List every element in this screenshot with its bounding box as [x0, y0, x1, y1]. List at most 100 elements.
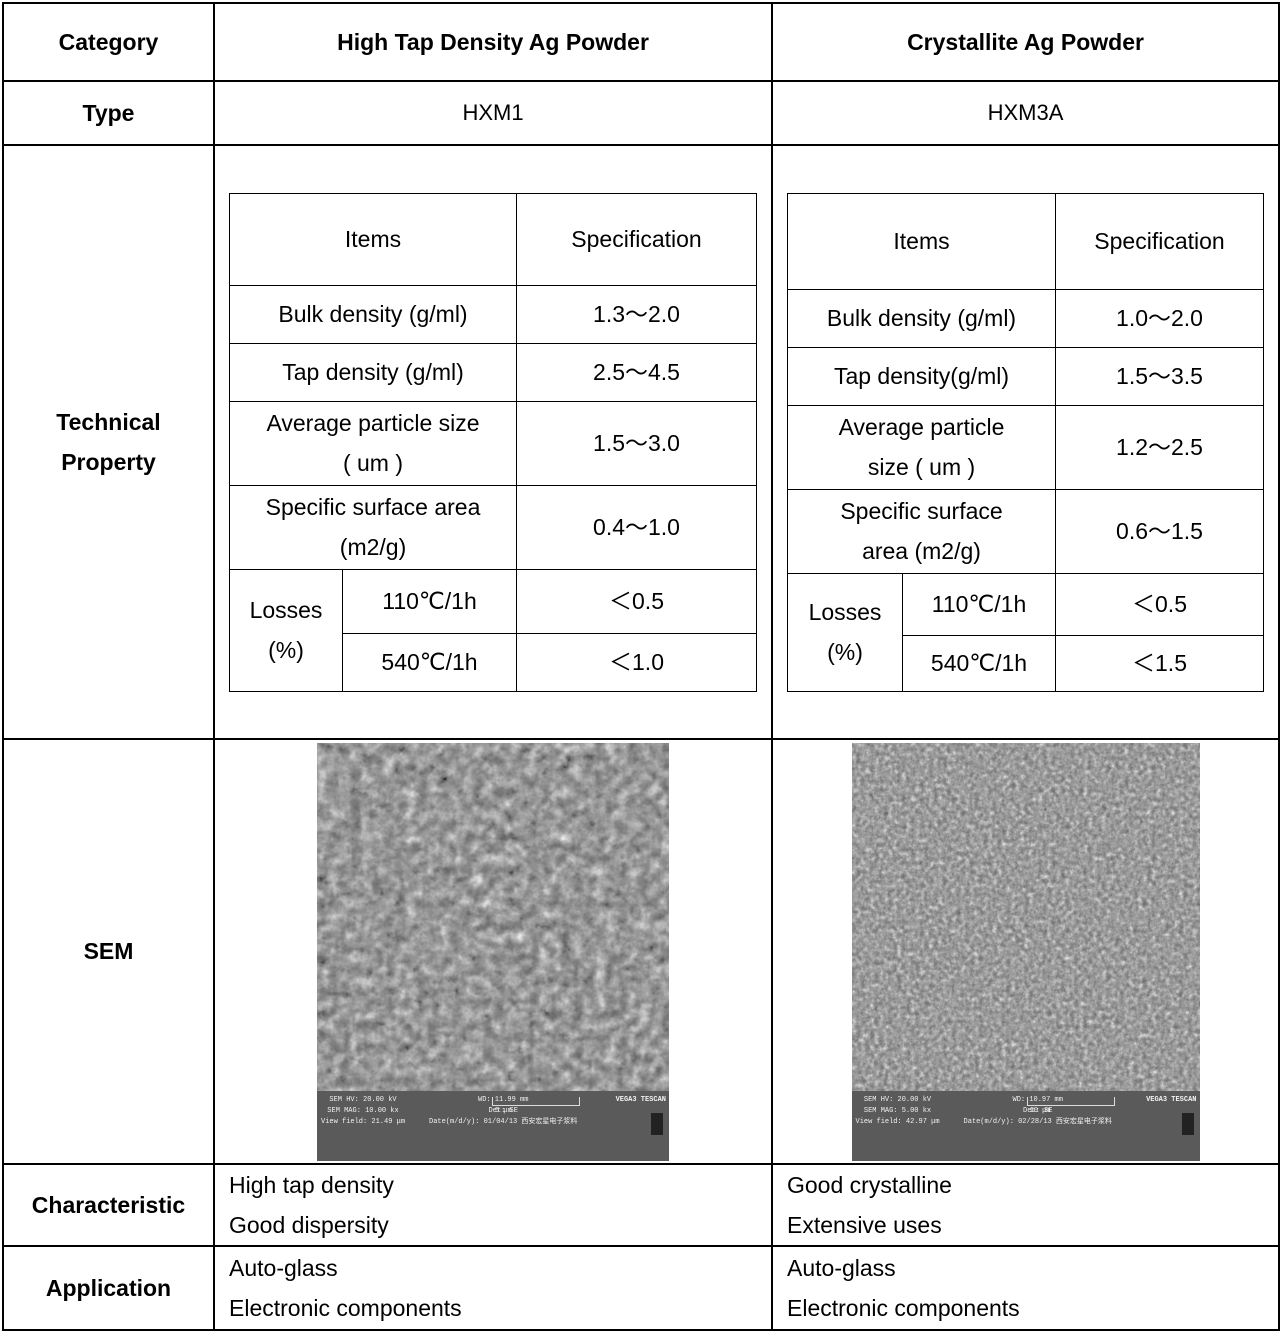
losses-line1: Losses [808, 599, 882, 625]
sem-mag: SEM MAG: 10.00 kx [327, 1106, 399, 1115]
type-value-col2: HXM3A [771, 80, 1280, 146]
sem-info-bar: SEM HV: 20.00 kV SEM MAG: 5.00 kx View f… [851, 1090, 1200, 1161]
sem-cell-col2: SEM HV: 20.00 kV SEM MAG: 5.00 kx View f… [771, 738, 1280, 1165]
loss-value-110: ＜0.5 [516, 568, 757, 634]
type-row: Type HXM1 HXM3A [2, 80, 1280, 146]
bulk-density-label: Bulk density (g/ml) [786, 288, 1057, 348]
application-row: Application Auto-glass Electronic compon… [2, 1245, 1280, 1331]
items-header: Items [786, 192, 1057, 290]
sem-particle-texture [317, 742, 669, 1091]
specific-surface-area-value: 0.4～1.0 [516, 484, 757, 570]
losses-line1: Losses [249, 597, 323, 623]
specification-header: Specification [1055, 192, 1264, 290]
sem-date: Date(m/d/y): 01/04/13 西安宏星电子浆料 [429, 1117, 578, 1126]
type-value-col1: HXM1 [213, 80, 773, 146]
average-particle-size-value: 1.5～3.0 [516, 400, 757, 486]
spec-table-col1: Items Specification Bulk density (g/ml) … [228, 192, 757, 692]
aps-line2: size ( um ) [867, 454, 976, 480]
items-header: Items [228, 192, 518, 286]
bulk-density-value: 1.3～2.0 [516, 284, 757, 344]
sem-row: SEM [2, 738, 1280, 1165]
bulk-density-value: 1.0～2.0 [1055, 288, 1264, 348]
characteristic-col1-line2: Good dispersity [229, 1212, 389, 1238]
application-col2: Auto-glass Electronic components [771, 1245, 1280, 1331]
application-col2-line1: Auto-glass [787, 1255, 896, 1281]
loss-condition-110: 110℃/1h [901, 572, 1057, 636]
loss-value-540: ＜1.5 [1055, 634, 1264, 692]
characteristic-col2-line1: Good crystalline [787, 1172, 952, 1198]
column-header-crystallite: Crystallite Ag Powder [771, 2, 1280, 82]
characteristic-col2-line2: Extensive uses [787, 1212, 942, 1238]
aps-line1: Average particle size [266, 410, 480, 436]
sem-date: Date(m/d/y): 02/28/13 西安宏星电子浆料 [963, 1117, 1112, 1126]
sem-mag: SEM MAG: 5.00 kx [863, 1106, 932, 1115]
tap-density-label: Tap density(g/ml) [786, 346, 1057, 406]
sem-label: SEM [2, 738, 215, 1165]
losses-line2: (%) [268, 637, 304, 663]
sem-hv: SEM HV: 20.00 kV [863, 1095, 932, 1104]
sem-scale-bar [492, 1096, 580, 1106]
aps-line1: Average particle [838, 414, 1005, 440]
sem-scale-bar [1026, 1096, 1115, 1106]
sem-hv: SEM HV: 20.00 kV [329, 1095, 397, 1104]
tap-density-value: 1.5～3.5 [1055, 346, 1264, 406]
sem-brand: VEGA3 TESCAN [1146, 1095, 1197, 1104]
loss-condition-110: 110℃/1h [341, 568, 518, 634]
losses-line2: (%) [827, 639, 863, 665]
loss-condition-540: 540℃/1h [901, 634, 1057, 692]
losses-label: Losses (%) [229, 568, 343, 692]
technical-spec-col1: Items Specification Bulk density (g/ml) … [213, 144, 773, 740]
technical-property-label: Technical Property [2, 144, 215, 740]
sem-view-field: View field: 21.49 μm [321, 1117, 406, 1126]
application-col1: Auto-glass Electronic components [213, 1245, 773, 1331]
application-col1-line2: Electronic components [229, 1295, 462, 1321]
technical-property-row: Technical Property Items Specification [2, 144, 1280, 740]
column-header-high-tap-density: High Tap Density Ag Powder [213, 2, 773, 82]
bulk-density-label: Bulk density (g/ml) [228, 284, 518, 344]
sem-scale-label: 10 μm [1029, 1106, 1051, 1115]
tap-density-label: Tap density (g/ml) [228, 342, 518, 402]
characteristic-label: Characteristic [2, 1163, 215, 1247]
ssa-line2: (m2/g) [339, 534, 407, 560]
spec-table-col2: Items Specification Bulk density (g/ml) … [786, 192, 1264, 692]
sem-det: Det: SE [488, 1106, 518, 1115]
tescan-logo-icon [651, 1112, 663, 1135]
characteristic-col1: High tap density Good dispersity [213, 1163, 773, 1247]
sem-det: Det: SE [1023, 1106, 1053, 1115]
tescan-logo-icon [1181, 1112, 1194, 1135]
ssa-line1: Specific surface area [265, 494, 481, 520]
tap-density-value: 2.5～4.5 [516, 342, 757, 402]
loss-value-110: ＜0.5 [1055, 572, 1264, 636]
specific-surface-area-label: Specific surface area (m2/g) [228, 484, 518, 570]
losses-label: Losses (%) [787, 572, 903, 692]
aps-line2: ( um ) [342, 450, 404, 476]
application-col1-line1: Auto-glass [229, 1255, 338, 1281]
technical-label-line2: Property [61, 449, 156, 475]
average-particle-size-label: Average particle size ( um ) [228, 400, 518, 486]
ssa-line1: Specific surface [840, 498, 1003, 524]
sem-brand: VEGA3 TESCAN [615, 1095, 666, 1104]
type-label: Type [2, 80, 215, 146]
specific-surface-area-label: Specific surface area (m2/g) [786, 488, 1057, 574]
application-label: Application [2, 1245, 215, 1331]
ssa-line2: area (m2/g) [862, 538, 981, 564]
specification-header: Specification [516, 192, 757, 286]
sem-image-hxm3a: SEM HV: 20.00 kV SEM MAG: 5.00 kx View f… [851, 742, 1200, 1161]
technical-spec-col2: Items Specification Bulk density (g/ml) … [771, 144, 1280, 740]
average-particle-size-value: 1.2～2.5 [1055, 404, 1264, 490]
characteristic-row: Characteristic High tap density Good dis… [2, 1163, 1280, 1247]
sem-info-bar: SEM HV: 20.00 kV SEM MAG: 10.00 kx View … [317, 1090, 669, 1161]
sem-particle-texture [851, 742, 1200, 1091]
average-particle-size-label: Average particle size ( um ) [786, 404, 1057, 490]
sem-wd: WD: 11.99 mm [478, 1095, 529, 1104]
loss-condition-540: 540℃/1h [341, 632, 518, 692]
application-col2-line2: Electronic components [787, 1295, 1020, 1321]
technical-label-line1: Technical [56, 409, 161, 435]
header-row: Category High Tap Density Ag Powder Crys… [2, 2, 1280, 82]
sem-scale-label: 5 μm [495, 1106, 512, 1115]
loss-value-540: ＜1.0 [516, 632, 757, 692]
sem-image-hxm1: SEM HV: 20.00 kV SEM MAG: 10.00 kx View … [317, 742, 669, 1161]
category-header: Category [2, 2, 215, 82]
